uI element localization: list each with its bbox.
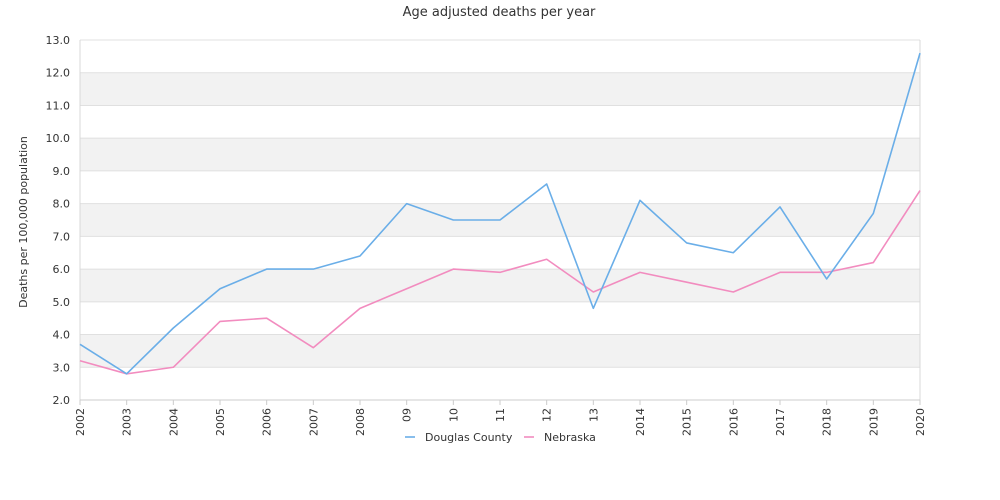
- grid-band: [80, 334, 920, 368]
- legend: Douglas County Nebraska: [405, 431, 596, 444]
- y-tick-label: 8.0: [53, 198, 71, 211]
- x-tick-label: 2005: [214, 408, 227, 436]
- x-tick-label: 2008: [354, 408, 367, 436]
- grid-band: [80, 170, 920, 204]
- x-tick-label: 10: [447, 408, 460, 422]
- x-axis-ticks: 2002 2003 2004 2005 2006 2007 2008 09 10 11 12 13 20…: [74, 400, 927, 436]
- legend-label: Nebraska: [544, 431, 596, 444]
- y-tick-label: 5.0: [53, 296, 71, 309]
- y-tick-label: 13.0: [46, 34, 71, 47]
- x-tick-label: 2007: [307, 408, 320, 436]
- y-tick-label: 6.0: [53, 263, 71, 276]
- y-tick-label: 11.0: [46, 99, 71, 112]
- x-tick-label: 2004: [167, 408, 180, 436]
- x-tick-label: 2017: [774, 408, 787, 436]
- x-tick-label: 09: [401, 408, 414, 422]
- grid-band: [80, 236, 920, 270]
- series-lines: [79, 52, 921, 375]
- x-tick-label: 2019: [867, 408, 880, 436]
- grid-band: [80, 72, 920, 106]
- y-tick-label: 2.0: [53, 394, 71, 407]
- x-tick-label: 2015: [681, 408, 694, 436]
- x-tick-label: 11: [494, 408, 507, 422]
- x-tick-label: 2020: [914, 408, 927, 436]
- x-tick-label: 12: [541, 408, 554, 422]
- x-tick-label: 2006: [261, 408, 274, 436]
- grid-band: [80, 367, 920, 400]
- x-tick-label: 2002: [74, 408, 87, 436]
- grid-band: [80, 40, 920, 73]
- x-tick-label: 2018: [821, 408, 834, 436]
- x-tick-label: 2016: [727, 408, 740, 436]
- y-tick-label: 7.0: [53, 230, 71, 243]
- grid-band: [80, 269, 920, 302]
- grid-bands: [80, 40, 920, 400]
- y-tick-label: 4.0: [53, 329, 71, 342]
- legend-label: Douglas County: [425, 431, 513, 444]
- series-line-nebraska: [79, 190, 921, 375]
- x-tick-label: 2014: [634, 408, 647, 436]
- y-axis-ticks: 2.0 3.0 4.0 5.0 6.0 7.0 8.0 9.0 10.0 11.0 12.0 13.0: [46, 34, 71, 407]
- grid-band: [80, 301, 920, 335]
- y-tick-label: 10.0: [46, 132, 71, 145]
- y-tick-label: 9.0: [53, 165, 71, 178]
- y-axis-label: Deaths per 100,000 population: [17, 136, 30, 308]
- series-line-douglas-county: [79, 52, 921, 375]
- x-tick-label: 2003: [121, 408, 134, 436]
- x-tick-label: 13: [587, 408, 600, 422]
- grid-band: [80, 138, 920, 171]
- chart-title: Age adjusted deaths per year: [403, 5, 596, 20]
- y-tick-label: 3.0: [53, 361, 71, 374]
- y-tick-label: 12.0: [46, 67, 71, 80]
- grid-band: [80, 105, 920, 139]
